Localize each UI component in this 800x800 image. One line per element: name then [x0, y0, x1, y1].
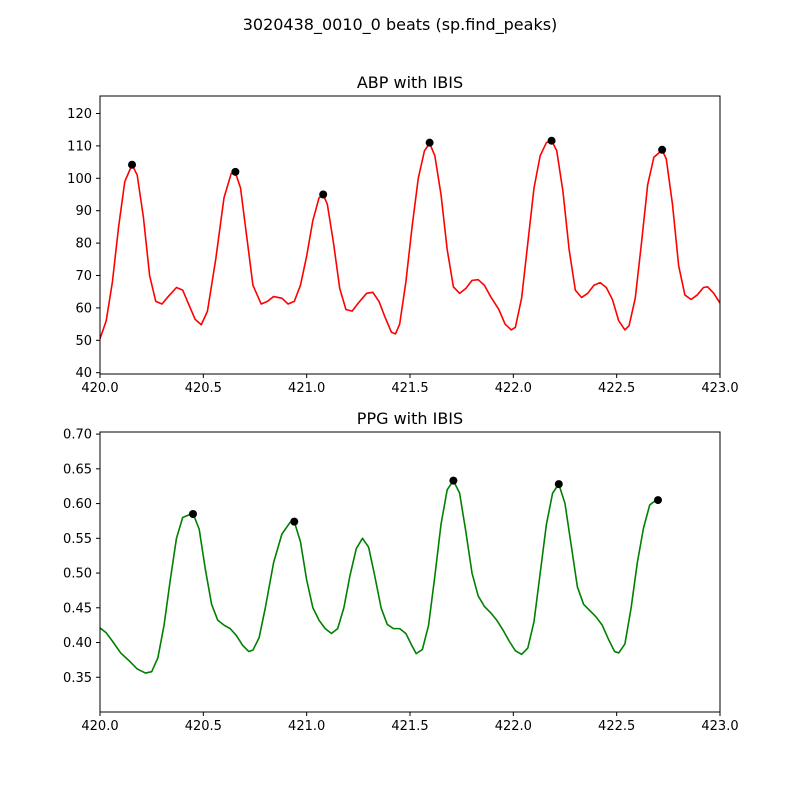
ppg-xtick-label-5: 422.5	[598, 719, 635, 734]
abp-xtick-label-0: 420.0	[81, 381, 118, 396]
ppg-axes-title: PPG with IBIS	[357, 409, 463, 428]
abp-xtick-label-3: 421.5	[391, 381, 428, 396]
ppg-ytick-label-0: 0.35	[63, 671, 92, 686]
abp-ytick-label-8: 120	[67, 107, 92, 122]
ppg-axes: PPG with IBIS 420.0 420.5 421.0 421.5 422.0 4…	[63, 409, 739, 734]
abp-axes: ABP with IBIS 420.0 420.5 421.0 421.5 422.0 4…	[67, 73, 738, 396]
abp-xtick-label-4: 422.0	[495, 381, 532, 396]
abp-peak-marker-3	[425, 138, 434, 147]
ppg-ytick-label-2: 0.45	[63, 601, 92, 616]
ppg-ytick-label-1: 0.40	[63, 636, 92, 651]
ppg-ytick-label-4: 0.55	[63, 532, 92, 547]
abp-ytick-label-2: 60	[75, 301, 92, 316]
ppg-ytick-label-6: 0.65	[63, 462, 92, 477]
abp-ytick-label-0: 40	[75, 366, 92, 381]
ppg-peak-marker-1	[290, 517, 299, 526]
abp-axes-frame	[99, 95, 721, 375]
abp-peak-marker-0	[128, 160, 137, 169]
abp-peak-marker-1	[231, 167, 240, 176]
abp-peak-marker-2	[319, 190, 328, 199]
abp-xtick-label-1: 420.5	[185, 381, 222, 396]
abp-ytick-label-4: 80	[75, 237, 92, 252]
ppg-ytick-label-3: 0.50	[63, 567, 92, 582]
ppg-ytick-label-7: 0.70	[63, 428, 92, 443]
ppg-ticks: 420.0 420.5 421.0 421.5 422.0 422.5 423.0 0.35 0…	[63, 428, 739, 734]
abp-xtick-label-2: 421.0	[288, 381, 325, 396]
ppg-peak-marker-0	[189, 509, 197, 518]
ppg-peak-marker-2	[449, 476, 458, 485]
ppg-xtick-label-1: 420.5	[185, 719, 222, 734]
ppg-xtick-label-6: 423.0	[701, 719, 738, 734]
abp-xtick-label-6: 423.0	[701, 381, 738, 396]
ppg-plot-area	[100, 476, 662, 674]
abp-ytick-label-1: 50	[75, 334, 92, 349]
abp-peak-marker-5	[658, 145, 667, 154]
abp-ticks: 420.0 420.5 421.0 421.5 422.0 422.5 423.0 40 50 6…	[67, 107, 738, 396]
ppg-xtick-label-0: 420.0	[81, 719, 118, 734]
ppg-xtick-label-2: 421.0	[288, 719, 325, 734]
ppg-ytick-label-5: 0.60	[63, 497, 92, 512]
figure-suptitle: 3020438_0010_0 beats (sp.find_peaks)	[243, 15, 558, 35]
ppg-xtick-label-4: 422.0	[495, 719, 532, 734]
abp-ytick-label-5: 90	[75, 204, 92, 219]
abp-series-line-0	[100, 139, 720, 339]
abp-ytick-label-7: 110	[67, 139, 92, 154]
abp-xtick-label-5: 422.5	[598, 381, 635, 396]
abp-ytick-label-6: 100	[67, 172, 92, 187]
ppg-peak-marker-3	[554, 480, 563, 489]
abp-axes-title: ABP with IBIS	[357, 73, 463, 92]
abp-plot-area	[100, 136, 720, 339]
ppg-axes-frame	[99, 431, 721, 713]
ppg-xtick-label-3: 421.5	[391, 719, 428, 734]
ppg-peak-marker-4	[654, 496, 662, 505]
abp-ytick-label-3: 70	[75, 269, 92, 284]
abp-peak-marker-4	[547, 136, 556, 145]
ppg-series-line-0	[100, 479, 659, 674]
